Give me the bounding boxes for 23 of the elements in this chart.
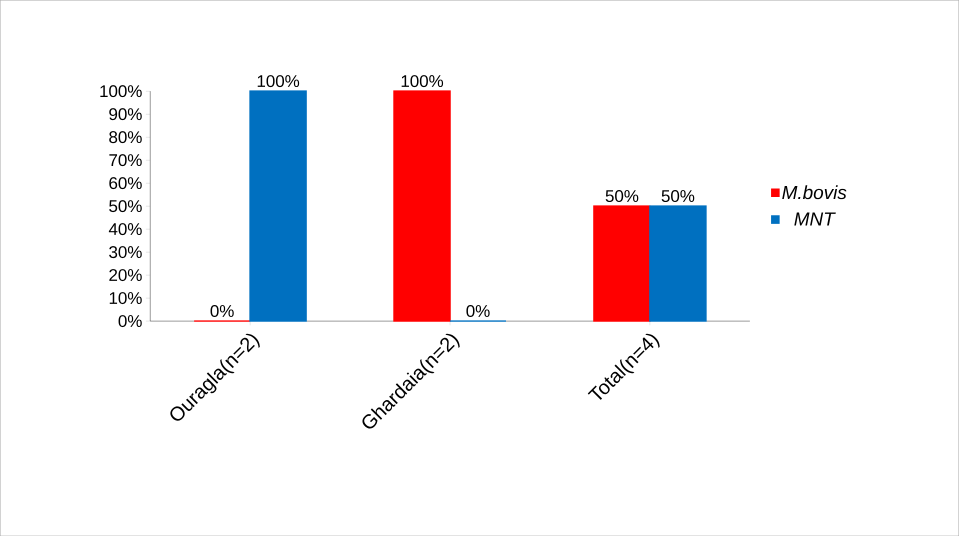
bar	[249, 90, 307, 322]
y-tick-label: 80%	[109, 131, 142, 144]
bar	[593, 205, 651, 322]
y-tick-label: 20%	[109, 269, 142, 282]
legend-label: MNT	[794, 212, 836, 226]
y-tick-label: 100%	[100, 85, 142, 98]
data-label: 50%	[662, 190, 694, 202]
data-label: 0%	[210, 304, 234, 317]
data-label: 100%	[258, 75, 300, 88]
bar	[649, 205, 707, 322]
y-tick-label: 10%	[110, 292, 142, 304]
y-tick-label: 0%	[118, 314, 142, 327]
y-tick-label: 50%	[109, 200, 142, 212]
data-label: 50%	[606, 190, 638, 202]
y-tick-label: 60%	[109, 177, 142, 190]
y-tick-label: 30%	[109, 246, 142, 258]
y-tick-label: 70%	[109, 154, 142, 166]
y-tick-label: 90%	[109, 108, 142, 120]
y-tick-label: 40%	[108, 223, 142, 236]
data-label: 100%	[402, 75, 444, 88]
legend-label: M.bovis	[782, 185, 846, 200]
bar	[393, 90, 451, 322]
data-label: 0%	[466, 304, 490, 317]
